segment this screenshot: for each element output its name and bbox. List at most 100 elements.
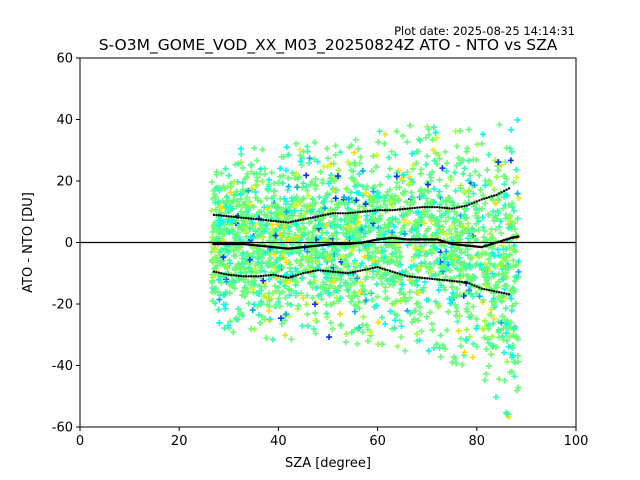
scatter-point [285, 183, 292, 190]
upper-std-point [252, 217, 255, 221]
scatter-point [329, 247, 336, 254]
scatter-point [513, 174, 520, 181]
scatter-point [490, 295, 497, 302]
scatter-point [443, 248, 450, 255]
scatter-point [393, 173, 400, 180]
scatter-point [208, 248, 215, 255]
scatter-point [280, 153, 287, 160]
scatter-point [274, 204, 281, 211]
scatter-point [451, 208, 458, 215]
scatter-point [222, 165, 229, 172]
scatter-point [240, 266, 247, 273]
scatter-point [258, 287, 265, 294]
scatter-point [330, 289, 337, 296]
scatter-point [362, 243, 369, 250]
scatter-point [420, 247, 427, 254]
scatter-point [441, 345, 448, 352]
scatter-point [407, 310, 414, 317]
scatter-point [488, 351, 495, 358]
scatter-point [481, 377, 488, 384]
lower-std-point [473, 284, 476, 287]
scatter-point [267, 255, 274, 262]
scatter-point [515, 258, 522, 265]
scatter-point [335, 298, 342, 305]
scatter-point [284, 222, 291, 229]
scatter-point [385, 227, 392, 234]
scatter-point [209, 298, 216, 305]
lower-std-point [500, 291, 503, 294]
scatter-point [393, 128, 400, 135]
upper-std-point [311, 216, 315, 219]
upper-std-point [297, 219, 300, 222]
scatter-point [227, 189, 234, 196]
scatter-point [284, 187, 291, 194]
scatter-point [330, 279, 337, 286]
scatter-point [479, 131, 486, 138]
scatter-point [254, 182, 261, 189]
lower-std-point [294, 274, 297, 277]
scatter-point [446, 226, 453, 233]
scatter-point [499, 313, 506, 320]
scatter-point [226, 290, 233, 297]
scatter-point [284, 271, 291, 278]
lower-std-point [277, 274, 280, 278]
scatter-point [416, 337, 423, 344]
scatter-point [354, 340, 361, 347]
x-tick-label: 60 [369, 434, 386, 449]
scatter-point [298, 290, 305, 297]
scatter-point [400, 291, 407, 298]
scatter-point [312, 254, 319, 261]
scatter-point [392, 151, 399, 158]
scatter-point [511, 226, 518, 233]
scatter-point [243, 285, 250, 292]
upper-std-point [378, 209, 382, 212]
scatter-point [502, 159, 509, 166]
scatter-point [511, 359, 518, 366]
scatter-point [347, 251, 354, 258]
scatter-point [398, 286, 405, 293]
upper-std-point [448, 207, 451, 210]
scatter-point [246, 264, 253, 271]
upper-std-point [314, 215, 317, 219]
upper-std-point [274, 220, 278, 223]
upper-std-point [478, 199, 481, 202]
scatter-point [397, 276, 404, 283]
upper-std-point [450, 207, 454, 210]
scatter-point [376, 181, 383, 188]
upper-std-point [430, 205, 434, 209]
scatter-point [245, 300, 252, 307]
scatter-point [217, 203, 224, 210]
lower-std-point [502, 292, 506, 295]
scatter-point [305, 160, 312, 167]
scatter-point [354, 275, 361, 282]
scatter-point [298, 275, 305, 282]
scatter-point [456, 313, 463, 320]
scatter-point [409, 150, 416, 157]
scatter-point [216, 217, 223, 224]
scatter-point [237, 208, 244, 215]
scatter-point [490, 208, 497, 215]
scatter-point [463, 337, 470, 344]
scatter-point [351, 213, 358, 220]
scatter-point [363, 212, 370, 219]
scatter-point [272, 232, 279, 239]
scatter-point [402, 268, 409, 275]
statistics-lines [80, 187, 576, 296]
scatter-point [280, 278, 287, 285]
scatter-point [443, 327, 450, 334]
scatter-point [316, 194, 323, 201]
scatter-point [430, 124, 437, 131]
upper-std-point [411, 206, 414, 210]
scatter-point [381, 194, 388, 201]
upper-std-point [331, 212, 335, 215]
scatter-point [500, 173, 507, 180]
scatter-point [436, 218, 443, 225]
scatter-point [456, 218, 463, 225]
scatter-point [319, 246, 326, 253]
scatter-point [268, 169, 275, 176]
scatter-point [238, 145, 245, 152]
scatter-point [222, 305, 229, 312]
scatter-point [218, 170, 225, 177]
scatter-point [470, 156, 477, 163]
scatter-point [285, 151, 292, 158]
